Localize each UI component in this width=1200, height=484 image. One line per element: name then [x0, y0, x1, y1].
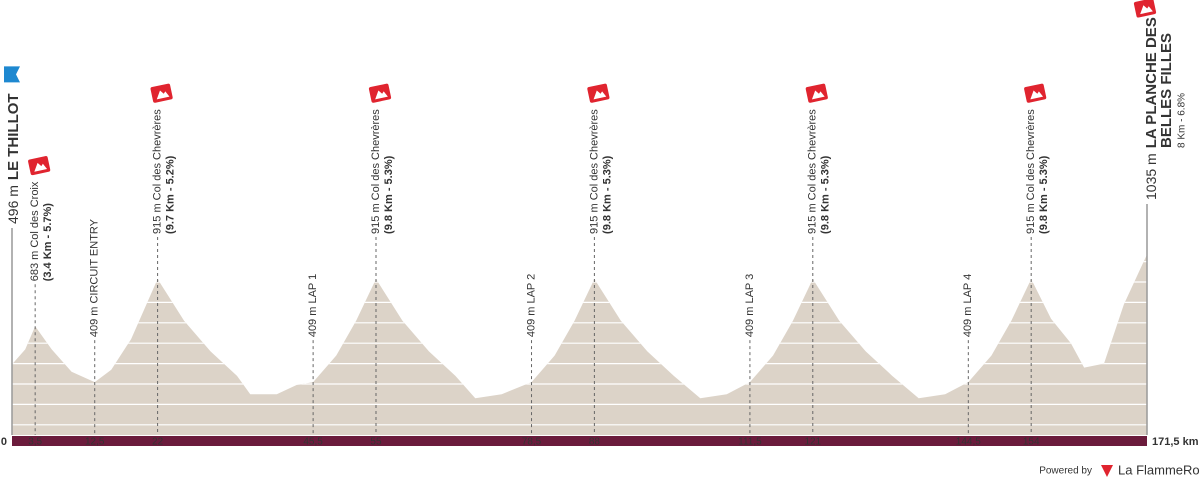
profile-area	[12, 254, 1147, 435]
climb-label: 915 m Col des Chevrères	[807, 109, 819, 234]
finish-detail: 8 Km - 6.8%	[1177, 93, 1188, 148]
credit-prefix: Powered by	[1039, 466, 1092, 477]
x-tick-label: 78,5	[522, 437, 542, 448]
distance-bar	[12, 436, 1147, 446]
x-tick-label: 0	[1, 436, 7, 448]
finish-elevation: 1035 m	[1143, 153, 1159, 200]
finish-name: BELLES FILLES	[1158, 33, 1175, 148]
lap-label: 409 m LAP 2	[525, 274, 537, 337]
climb-flag	[150, 83, 173, 103]
lap-label: 409 m LAP 3	[744, 274, 756, 337]
climb-label: 915 m Col des Chevrères	[370, 109, 382, 234]
x-tick-label: 12,5	[85, 437, 105, 448]
x-tick-label: 45,5	[303, 437, 323, 448]
flag-icon	[34, 162, 48, 172]
start-name: LE THILLOT	[5, 93, 22, 180]
flag-icon	[375, 90, 388, 100]
climb-flag	[1133, 0, 1157, 18]
climb-label: 915 m Col des Chevrères	[588, 109, 600, 234]
climb-label: 683 m Col des Croix	[29, 181, 41, 281]
x-tick-label: 22	[152, 437, 164, 448]
flag-icon	[1030, 90, 1044, 100]
climb-label: 915 m Col des Chevrères	[1025, 109, 1037, 234]
x-tick-label: 144,5	[956, 437, 981, 448]
flag-icon	[156, 90, 170, 100]
climb-detail: (9.8 Km - 5.3%)	[1038, 155, 1050, 234]
x-tick-label: 111,5	[738, 437, 762, 448]
lap-label: 409 m CIRCUIT ENTRY	[89, 218, 101, 337]
x-tick-label: 3,5	[28, 437, 42, 448]
climb-flag	[28, 156, 51, 176]
climb-detail: (9.8 Km - 5.3%)	[383, 155, 395, 234]
x-tick-label: 154	[1023, 437, 1040, 448]
flag-icon	[811, 90, 825, 100]
climb-detail: (3.4 Km - 5.7%)	[42, 203, 54, 282]
climb-detail: (9.8 Km - 5.3%)	[601, 155, 613, 234]
x-tick-label: 88	[589, 437, 601, 448]
credit-logo	[1101, 465, 1113, 477]
x-tick-label: 121	[804, 437, 821, 448]
flag-icon	[1140, 5, 1153, 15]
start-flag	[4, 66, 20, 83]
climb-label: 915 m Col des Chevrères	[152, 109, 164, 234]
finish-name: LA PLANCHE DES	[1143, 17, 1160, 148]
climb-detail: (9.7 Km - 5.2%)	[165, 155, 177, 234]
x-tick-label: 171,5 km	[1152, 436, 1199, 448]
start-label: 496 m LE THILLOT	[5, 93, 22, 224]
start-elevation: 496 m	[5, 185, 21, 224]
climb-flag	[587, 83, 610, 103]
lap-label: 409 m LAP 4	[962, 274, 974, 337]
climb-flag	[805, 83, 828, 103]
lap-label: 409 m LAP 1	[307, 274, 319, 337]
flag-icon	[593, 90, 607, 100]
x-tick-label: 55	[370, 437, 382, 448]
climb-flag	[368, 83, 392, 103]
credit: La FlammeRouge	[1118, 462, 1200, 477]
finish-label: 1035 m LA PLANCHE DES	[1143, 17, 1160, 200]
climb-detail: (9.8 Km - 5.3%)	[820, 155, 832, 234]
climb-flag	[1024, 83, 1047, 103]
